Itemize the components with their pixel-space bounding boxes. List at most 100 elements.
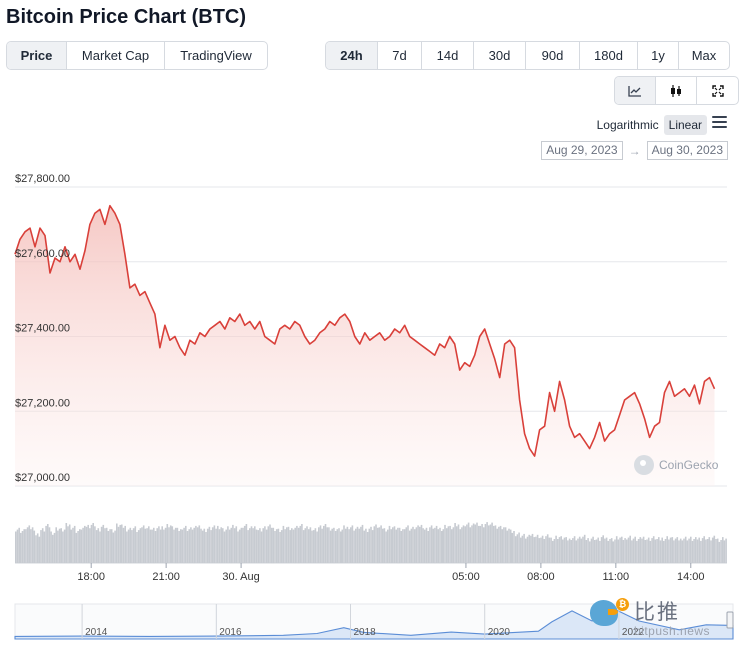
volume-bar <box>356 526 359 563</box>
volume-bar <box>225 529 227 563</box>
tab-market-cap[interactable]: Market Cap <box>67 42 165 69</box>
volume-bar <box>307 529 310 563</box>
volume-bar <box>632 538 635 563</box>
tab-tradingview[interactable]: TradingView <box>180 48 252 63</box>
volume-bar <box>190 527 192 563</box>
volume-bar <box>52 534 54 563</box>
navigator-handle[interactable] <box>726 611 734 629</box>
volume-bar <box>444 524 446 563</box>
volume-bar <box>427 531 429 563</box>
volume-bar <box>338 528 340 563</box>
y-tick-label: $27,000.00 <box>15 472 70 484</box>
volume-bar <box>700 540 702 563</box>
volume-bar <box>503 527 505 563</box>
volume-bar <box>40 530 42 563</box>
volume-bar <box>548 537 551 563</box>
volume-bar <box>432 528 434 563</box>
volume-bar <box>494 525 497 563</box>
volume-bar <box>376 527 379 564</box>
volume-bar <box>624 538 626 563</box>
volume-bar <box>610 538 613 563</box>
volume-bar <box>521 535 524 563</box>
range-14d[interactable]: 14d <box>422 42 474 69</box>
volume-bar <box>686 540 689 563</box>
volume-bar <box>572 538 574 563</box>
x-tick-label: 14:00 <box>677 571 705 583</box>
volume-bar <box>55 527 57 563</box>
volume-bar <box>456 526 458 563</box>
tab-price[interactable]: Price <box>7 42 67 69</box>
volume-bar <box>97 528 100 563</box>
range-1y[interactable]: 1y <box>638 42 679 69</box>
volume-bar <box>75 532 78 563</box>
volume-bar <box>504 527 507 563</box>
volume-bar <box>508 528 510 563</box>
volume-bar <box>403 529 406 563</box>
volume-bar <box>304 528 307 563</box>
volume-bar <box>496 528 498 563</box>
volume-bar <box>716 538 719 563</box>
volume-bar <box>654 539 657 563</box>
date-range: Aug 29, 2023 → Aug 30, 2023 <box>541 141 728 160</box>
volume-bar <box>669 537 672 563</box>
volume-bar <box>649 540 652 563</box>
volume-bar <box>233 528 236 563</box>
volume-bar <box>127 529 130 563</box>
fullscreen-icon[interactable] <box>697 77 738 104</box>
volume-bar <box>63 529 66 563</box>
volume-bar <box>159 529 162 563</box>
volume-bar <box>405 527 408 563</box>
range-24h[interactable]: 24h <box>326 42 378 69</box>
volume-bar <box>297 527 300 564</box>
volume-bar <box>678 540 680 563</box>
range-180d[interactable]: 180d <box>580 42 638 69</box>
watermark-text: CoinGecko <box>659 458 719 472</box>
volume-bar <box>482 527 485 563</box>
volume-bar <box>350 527 352 563</box>
volume-bar <box>679 538 682 563</box>
volume-bar <box>442 529 445 563</box>
volume-bar <box>430 525 433 563</box>
range-90d[interactable]: 90d <box>526 42 580 69</box>
volume-bar <box>462 525 465 563</box>
volume-bar <box>684 536 687 563</box>
date-to-input[interactable]: Aug 30, 2023 <box>646 141 728 160</box>
volume-bar <box>575 540 578 563</box>
volume-bar <box>25 529 27 563</box>
volume-bar <box>26 527 29 563</box>
view-tabs: Price Market Cap TradingView <box>6 41 268 70</box>
volume-bar <box>479 525 482 563</box>
volume-bar <box>171 526 174 563</box>
volume-bar <box>277 528 280 563</box>
volume-bar <box>203 528 206 563</box>
volume-bar <box>604 538 606 563</box>
range-30d[interactable]: 30d <box>474 42 526 69</box>
volume-bar <box>348 529 350 563</box>
bitcoin-coin-icon: ₿ <box>616 598 629 611</box>
volume-bar <box>417 525 419 563</box>
volume-bar <box>390 529 392 563</box>
volume-bar <box>637 539 640 563</box>
volume-bar <box>541 535 544 563</box>
volume-bar <box>328 527 330 563</box>
volume-bar <box>131 530 133 563</box>
line-chart-icon[interactable] <box>615 77 656 104</box>
volume-bar <box>121 524 123 563</box>
range-7d[interactable]: 7d <box>378 42 422 69</box>
volume-bar <box>693 539 695 563</box>
bitpush-en-text: bitpush.news <box>634 624 711 638</box>
volume-bar <box>321 528 323 563</box>
volume-bar <box>562 539 564 563</box>
y-axis: $27,800.00 $27,600.00 $27,400.00 $27,200.00… <box>15 173 70 484</box>
linear-option[interactable]: Linear <box>663 115 707 135</box>
range-max[interactable]: Max <box>691 48 717 63</box>
volume-bar <box>301 524 303 563</box>
logarithmic-option[interactable]: Logarithmic <box>596 118 659 132</box>
date-from-input[interactable]: Aug 29, 2023 <box>541 141 623 160</box>
volume-bar <box>474 524 477 563</box>
volume-bar <box>242 527 244 564</box>
hamburger-menu-icon[interactable] <box>712 116 727 129</box>
candlestick-icon[interactable] <box>656 77 697 104</box>
volume-bar <box>498 526 500 563</box>
